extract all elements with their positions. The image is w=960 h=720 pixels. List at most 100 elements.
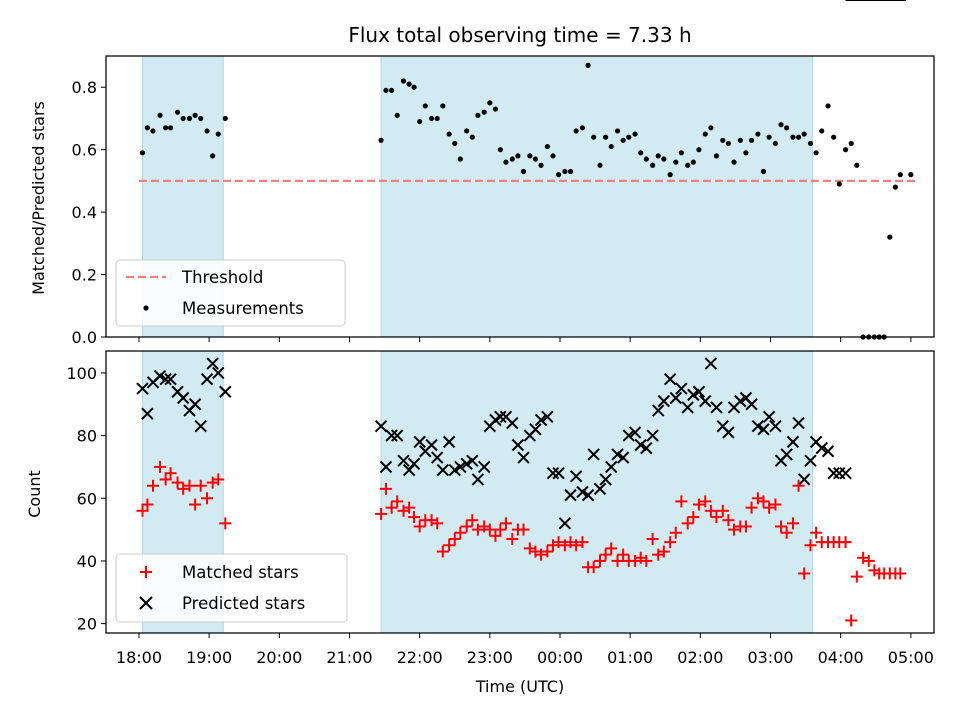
legend-predicted-label: Predicted stars (182, 594, 305, 613)
x-tick-label: 01:00 (607, 648, 653, 667)
predicted-star-point (652, 404, 665, 417)
matched-star-point (171, 476, 184, 489)
measurement-point (650, 162, 656, 168)
chart-title: Flux total observing time = 7.33 h (348, 23, 691, 47)
predicted-star-point (797, 473, 811, 486)
legend-matched-swatch (140, 566, 152, 578)
matched-star-point (857, 551, 870, 564)
predicted-star-point (699, 394, 712, 408)
predicted-star-point (188, 398, 202, 411)
matched-star-point (177, 482, 190, 495)
matched-star-point (413, 520, 426, 533)
predicted-star-point (534, 413, 548, 427)
measurement-point (475, 112, 481, 118)
measurement-point (446, 131, 452, 137)
predicted-star-points (136, 0, 906, 530)
predicted-star-point (640, 441, 653, 455)
predicted-star-point (390, 429, 404, 442)
measurement-point (778, 122, 784, 128)
predicted-star-point (546, 466, 560, 480)
matched-star-point (646, 533, 659, 545)
measurement-point (550, 153, 556, 159)
measurement-point (842, 147, 849, 153)
measurement-point (520, 168, 527, 175)
matched-star-point (385, 501, 398, 514)
matched-star-point (786, 517, 799, 530)
measurement-point (702, 131, 708, 137)
x-axis-label: Time (UTC) (475, 677, 564, 696)
matched-star-point (535, 548, 548, 561)
measurement-point (667, 172, 673, 178)
y-tick-label: 80 (77, 427, 97, 446)
predicted-star-point (616, 451, 630, 464)
predicted-star-point (552, 466, 565, 480)
measurement-point (562, 168, 568, 175)
measurement-point (417, 118, 423, 125)
predicted-star-point (529, 423, 542, 436)
x-tick-label: 19:00 (186, 648, 232, 667)
measurement-point (527, 153, 533, 159)
measurement-point (737, 137, 743, 143)
measurement-point (452, 140, 458, 147)
top-panel: 0.00.20.40.60.8 Matched/Predicted stars … (29, 55, 935, 347)
predicted-star-point (692, 385, 706, 398)
measurement-point (848, 140, 854, 147)
matched-star-point (804, 539, 817, 552)
top-shaded-intervals (141, 55, 814, 338)
measurement-point (813, 150, 819, 156)
matched-star-point (164, 467, 177, 480)
predicted-star-point (200, 372, 214, 386)
top-x-ticks (138, 337, 912, 342)
matched-star-point (219, 517, 232, 530)
measurement-point (186, 115, 193, 122)
matched-star-point (657, 545, 670, 558)
measurement-point (696, 147, 702, 153)
measurement-point (673, 159, 679, 165)
measurement-point (614, 128, 621, 134)
measurement-point (457, 156, 463, 162)
measurement-point (887, 234, 893, 240)
predicted-star-point (379, 460, 393, 474)
bottom-legend-box (115, 553, 348, 623)
measurement-point (620, 137, 626, 143)
matched-star-point (466, 514, 479, 527)
matched-star-point (499, 517, 512, 530)
matched-star-point (722, 514, 735, 527)
predicted-star-point (564, 488, 577, 502)
matched-star-point (763, 501, 776, 514)
predicted-star-point (622, 429, 635, 442)
measurement-point (544, 143, 550, 150)
matched-star-point (570, 539, 583, 552)
measurement-point (720, 137, 726, 143)
matched-star-point (792, 479, 805, 492)
measurement-point (157, 112, 163, 118)
top-plot-frame (105, 55, 935, 338)
predicted-star-point (792, 416, 805, 430)
predicted-star-point (413, 435, 426, 449)
legend-matched-label: Matched stars (182, 563, 299, 582)
predicted-star-point (663, 372, 677, 386)
measurement-point (150, 128, 156, 134)
matched-star-point (183, 479, 196, 492)
measurement-point (481, 109, 487, 115)
measurement-point (515, 153, 521, 159)
measurement-point (174, 109, 181, 115)
legend-measurements-swatch (143, 305, 149, 311)
matched-star-point (147, 479, 160, 492)
predicted-star-point (669, 391, 682, 405)
measurement-point (766, 134, 772, 140)
matched-star-point (745, 501, 758, 514)
matched-star-point (403, 501, 416, 514)
measurement-point (222, 115, 228, 122)
matched-star-point (669, 526, 682, 539)
measurement-point (411, 84, 417, 90)
measurement-point (685, 162, 691, 168)
matched-star-point (379, 482, 392, 495)
matched-star-point (431, 517, 444, 530)
matched-star-point (375, 507, 388, 520)
x-tick-label: 05:00 (888, 648, 934, 667)
measurement-point (678, 150, 684, 156)
measurement-point (725, 140, 732, 147)
matched-star-point (716, 504, 729, 517)
bottom-x-ticks: 18:00 19:00 20:00 21:00 22:00 23:00 00:00 01:00… (116, 633, 934, 667)
